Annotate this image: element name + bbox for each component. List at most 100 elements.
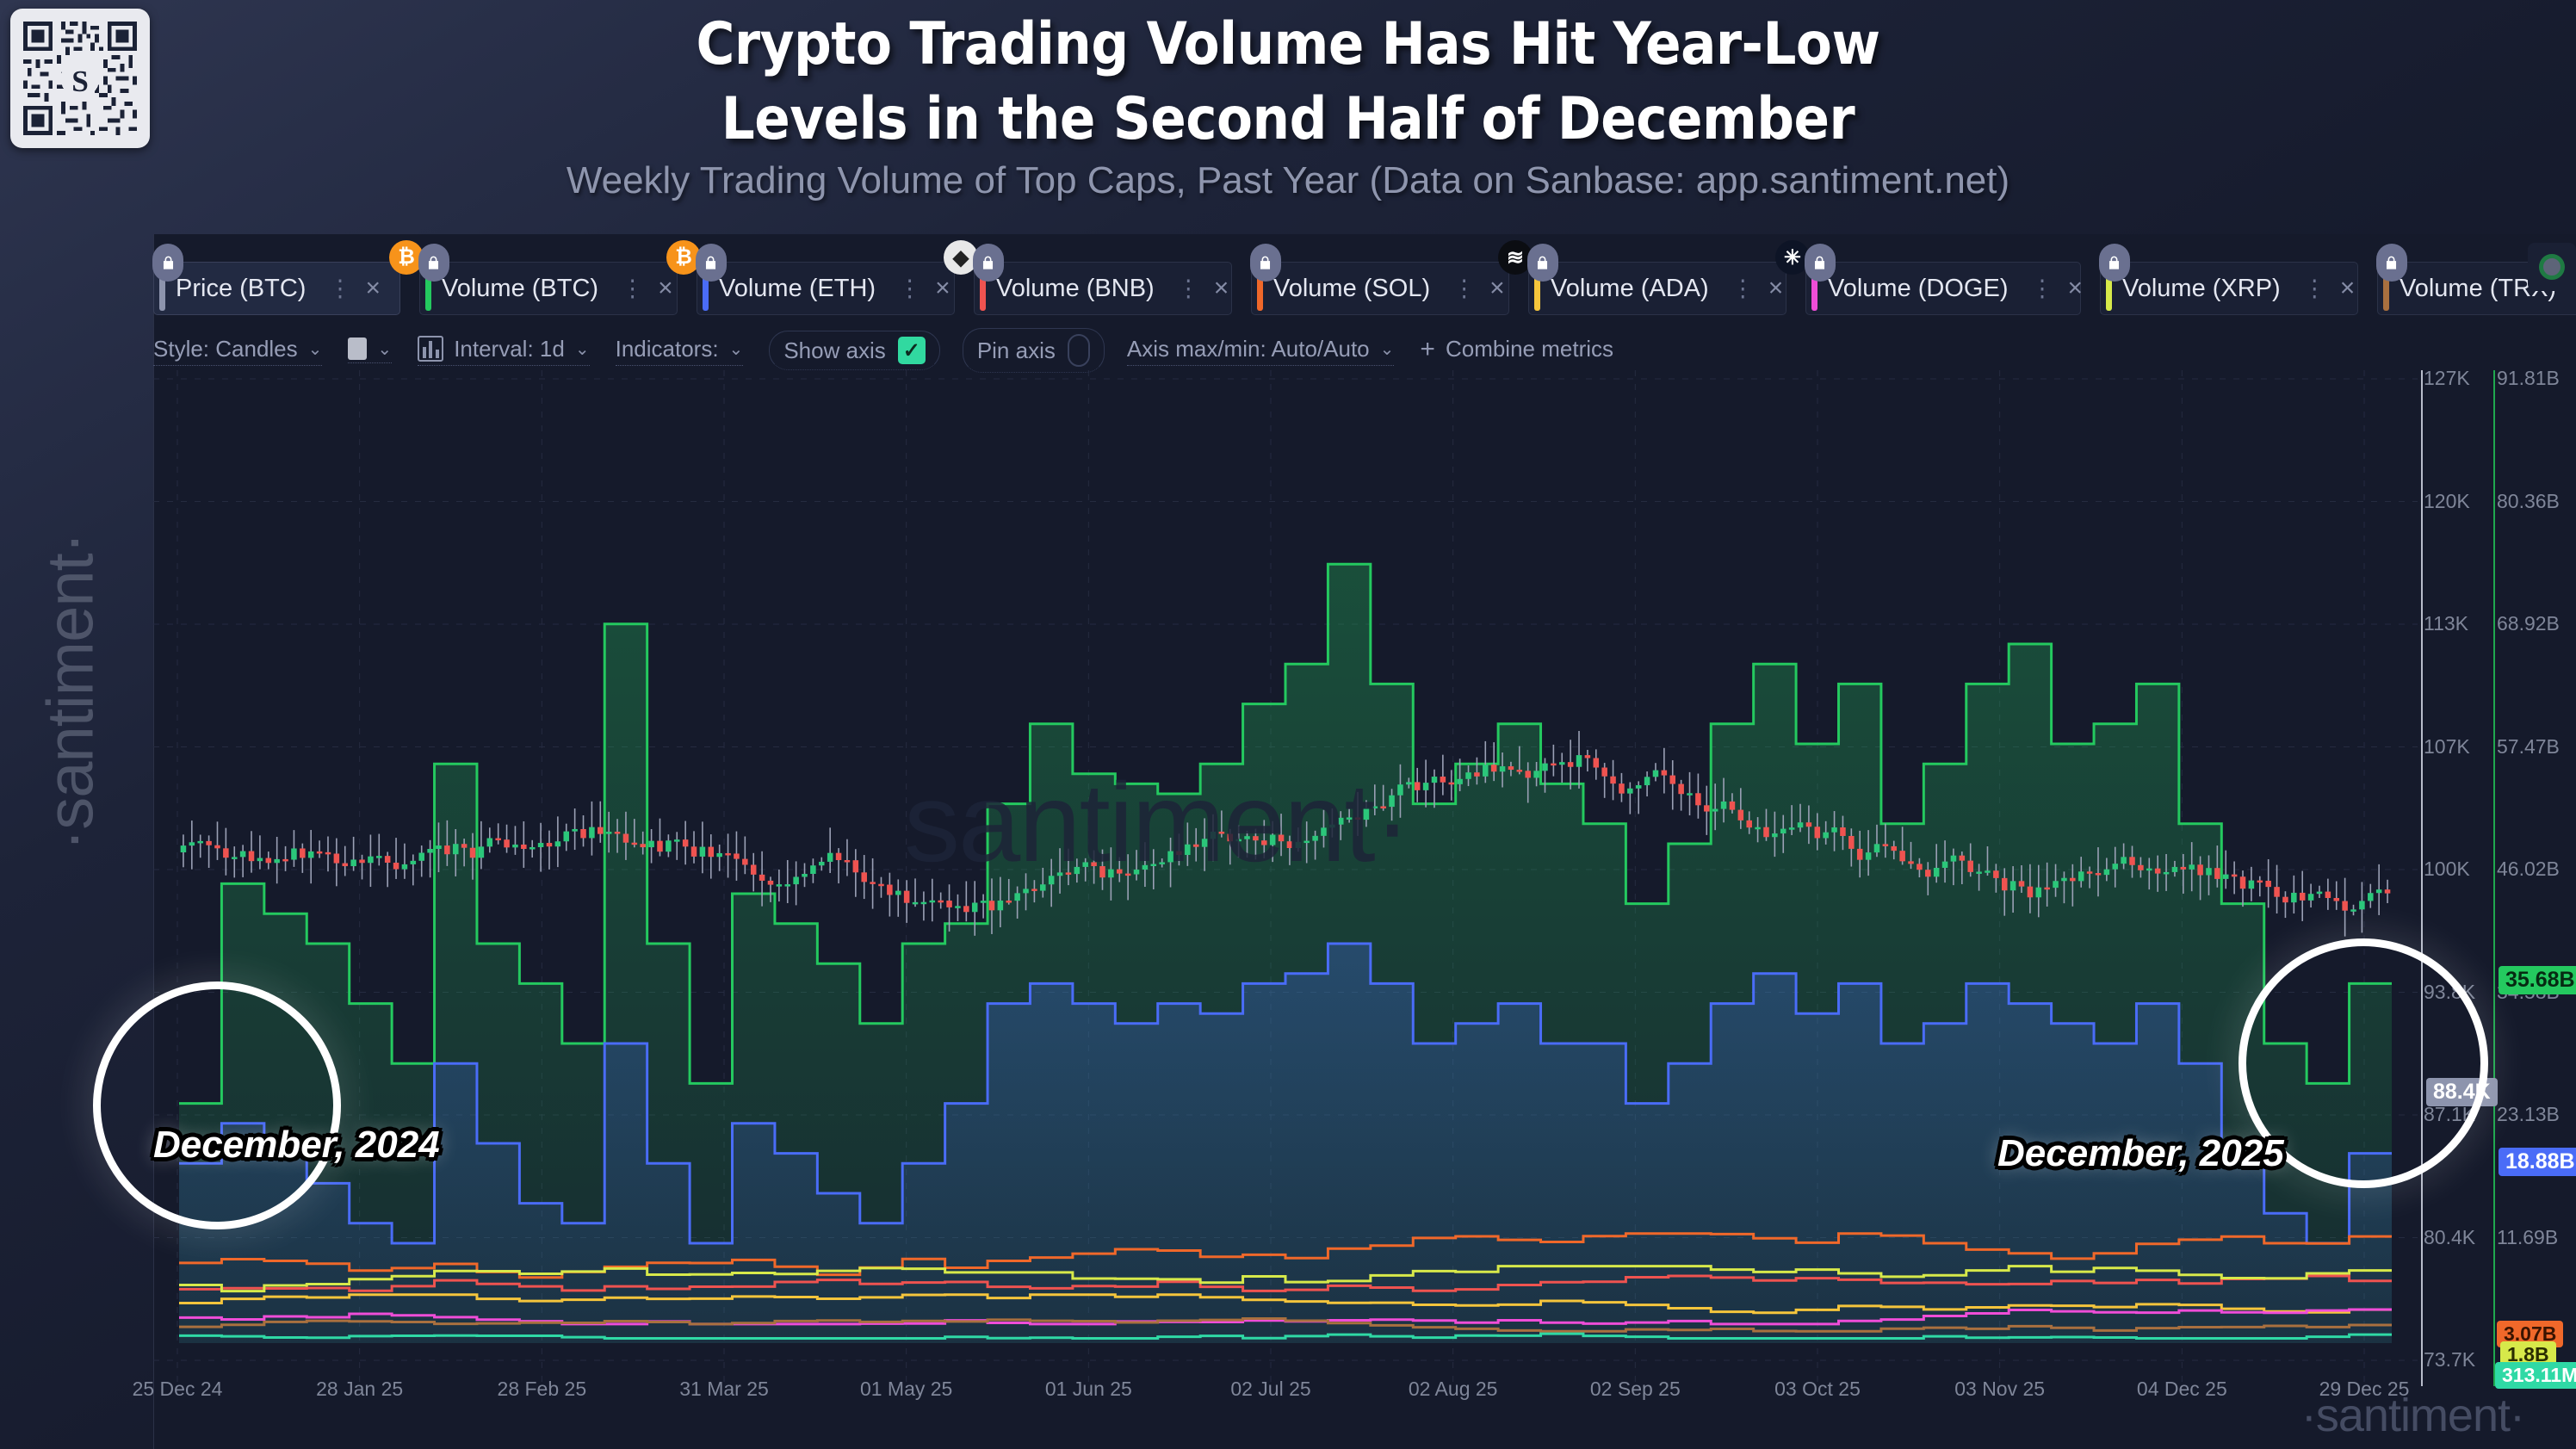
tab-close-icon[interactable]: × bbox=[1768, 274, 1784, 302]
metric-tab-label: Price (BTC) bbox=[176, 274, 307, 302]
tab-close-icon[interactable]: × bbox=[1489, 274, 1505, 302]
date-axis-tick: 28 Jan 25 bbox=[316, 1378, 404, 1400]
chart-small-volume-lines bbox=[179, 1232, 2392, 1341]
annotation-circle-2025 bbox=[2239, 938, 2488, 1188]
metric-tab-label: Volume (ADA) bbox=[1550, 274, 1709, 302]
metric-tab-label: Volume (ETH) bbox=[718, 274, 876, 302]
chart-canvas bbox=[153, 370, 2418, 1386]
coin-icon: ₿ bbox=[388, 240, 424, 275]
axis-value-badge: 35.68B bbox=[2499, 966, 2576, 994]
metric-tab-label: Volume (BNB) bbox=[995, 274, 1155, 302]
tab-menu-icon[interactable]: ⋮ bbox=[1731, 275, 1755, 301]
tab-menu-icon[interactable]: ⋮ bbox=[898, 275, 922, 301]
metric-tab-volume-doge[interactable]: ✳ Volume (DOGE) ⋮ × bbox=[1774, 240, 2083, 315]
metric-tab-label: Volume (XRP) bbox=[2121, 274, 2281, 302]
title-line-1: Crypto Trading Volume Has Hit Year-Low bbox=[696, 10, 1880, 78]
color-swatch-icon bbox=[348, 337, 368, 360]
tab-close-icon[interactable]: × bbox=[658, 274, 673, 302]
date-axis: 25 Dec 24 28 Jan 25 28 Feb 25 31 Mar 25 01 M… bbox=[133, 1378, 2418, 1412]
indicators-select[interactable]: Indicators: ⌄ bbox=[615, 336, 744, 366]
add-metric-button[interactable] bbox=[2528, 243, 2576, 291]
tab-menu-icon[interactable]: ⋮ bbox=[1176, 275, 1200, 301]
series-color-bar bbox=[1256, 266, 1263, 311]
metric-tab-volume-bnb[interactable]: ◆ Volume (BNB) ⋮ × bbox=[943, 240, 1232, 315]
date-axis-tick: 31 Mar 25 bbox=[679, 1378, 769, 1400]
metric-tab-volume-btc[interactable]: ₿ Volume (BTC) ⋮ × bbox=[388, 240, 678, 315]
date-axis-tick: 29 Dec 25 bbox=[2319, 1378, 2410, 1400]
header: Crypto Trading Volume Has Hit Year-Low L… bbox=[0, 0, 2576, 232]
watermark-left: ·santiment· bbox=[34, 532, 108, 851]
title-line-2: Levels in the Second Half of December bbox=[721, 85, 1855, 154]
candle-icon bbox=[418, 336, 444, 362]
metric-tab-volume-sol[interactable]: Volume (SOL) ⋮ × bbox=[1249, 244, 1509, 315]
coin-icon: ₿ bbox=[666, 240, 701, 275]
checkbox-checked-icon[interactable]: ✓ bbox=[897, 337, 926, 364]
tab-menu-icon[interactable]: ⋮ bbox=[1452, 275, 1477, 301]
chevron-down-icon: ⌄ bbox=[307, 339, 323, 359]
interval-select[interactable]: Interval: 1d ⌄ bbox=[418, 336, 590, 366]
series-color-bar bbox=[1811, 266, 1817, 311]
volume-axis-tick: 46.02B bbox=[2497, 858, 2560, 880]
tab-close-icon[interactable]: × bbox=[1213, 274, 1229, 302]
series-color-bar bbox=[979, 266, 986, 311]
tab-menu-icon[interactable]: ⋮ bbox=[2302, 275, 2326, 301]
metric-tab-strip: Price (BTC) ⋮ × ₿ Volume (BTC) ⋮ × ₿ Volume (ETH… bbox=[152, 240, 2576, 315]
volume-axis-tick: 68.92B bbox=[2497, 612, 2560, 635]
metric-tab-price-btc[interactable]: Price (BTC) ⋮ × bbox=[152, 244, 400, 315]
date-axis-tick: 25 Dec 24 bbox=[132, 1378, 223, 1400]
metric-tab-volume-ada[interactable]: ≋ Volume (ADA) ⋮ × bbox=[1497, 240, 1786, 315]
lock-icon bbox=[1804, 244, 1836, 282]
chevron-down-icon: ⌄ bbox=[1379, 339, 1395, 359]
combine-metrics-label: Combine metrics bbox=[1445, 336, 1614, 362]
color-swatch-select[interactable]: ⌄ bbox=[348, 337, 393, 363]
annotation-label-2025: December, 2025 bbox=[1997, 1132, 2284, 1174]
price-axis-tick: 127K bbox=[2424, 367, 2470, 389]
lock-icon bbox=[972, 244, 1004, 282]
coin-icon: ≋ bbox=[1497, 240, 1533, 275]
coin-icon: ◆ bbox=[943, 240, 978, 275]
tab-close-icon[interactable]: × bbox=[2067, 274, 2084, 302]
series-color-bar bbox=[2382, 266, 2389, 311]
style-select[interactable]: Style: Candles ⌄ bbox=[153, 336, 323, 366]
annotation-circle-2024 bbox=[93, 981, 341, 1229]
volume-axis[interactable]: 91.81B80.36B68.92B57.47B46.02B34.58B23.1… bbox=[2497, 367, 2576, 1386]
series-color-bar bbox=[702, 266, 709, 311]
tab-menu-icon[interactable]: ⋮ bbox=[621, 275, 645, 301]
axis-minmax-select[interactable]: Axis max/min: Auto/Auto ⌄ bbox=[1126, 335, 1395, 366]
lock-icon bbox=[1249, 244, 1281, 282]
axis-value-badge: 313.11M bbox=[2495, 1362, 2576, 1389]
lock-icon bbox=[2098, 244, 2130, 282]
chevron-down-icon: ⌄ bbox=[728, 339, 744, 359]
series-color-bar bbox=[1533, 266, 1540, 311]
chevron-down-icon: ⌄ bbox=[377, 339, 393, 359]
pin-axis-label: Pin axis bbox=[976, 337, 1056, 363]
chart-plot-area[interactable] bbox=[153, 370, 2418, 1386]
series-color-bar bbox=[424, 266, 431, 311]
toggle-switch-icon[interactable] bbox=[1067, 334, 1090, 367]
date-axis-tick: 01 Jun 25 bbox=[1044, 1378, 1132, 1400]
tab-close-icon[interactable]: × bbox=[365, 274, 381, 302]
metric-tab-label: Volume (BTC) bbox=[441, 274, 599, 302]
tab-close-icon[interactable]: × bbox=[935, 274, 951, 302]
price-axis-tick: 100K bbox=[2424, 858, 2470, 880]
price-axis[interactable]: 127K 120K 113K 107K 100K 93.8K 87.1K 80.4K 73.7K bbox=[2424, 367, 2492, 1386]
tab-menu-icon[interactable]: ⋮ bbox=[328, 275, 352, 301]
watermark-center: santiment· bbox=[904, 759, 1411, 885]
qr-code-graphic: S bbox=[19, 17, 141, 139]
tab-menu-icon[interactable]: ⋮ bbox=[2030, 275, 2054, 301]
axis-minmax-label: Axis max/min: Auto/Auto bbox=[1126, 335, 1370, 362]
combine-metrics-button[interactable]: + Combine metrics bbox=[1420, 335, 1613, 367]
qr-code[interactable]: S bbox=[10, 9, 150, 148]
pin-axis-toggle[interactable]: Pin axis bbox=[962, 328, 1105, 373]
series-color-bar bbox=[2105, 266, 2112, 311]
plus-icon: + bbox=[1420, 334, 1435, 363]
metric-tab-volume-eth[interactable]: ₿ Volume (ETH) ⋮ × bbox=[666, 240, 955, 315]
metric-tab-volume-xrp[interactable]: Volume (XRP) ⋮ × bbox=[2098, 244, 2358, 315]
lock-icon bbox=[695, 244, 727, 282]
show-axis-toggle[interactable]: Show axis ✓ bbox=[769, 331, 940, 370]
price-axis-tick: 80.4K bbox=[2424, 1225, 2476, 1248]
tab-close-icon[interactable]: × bbox=[2339, 274, 2356, 302]
chart-volume-areas bbox=[179, 562, 2392, 1343]
date-axis-tick: 02 Aug 25 bbox=[1408, 1378, 1498, 1400]
